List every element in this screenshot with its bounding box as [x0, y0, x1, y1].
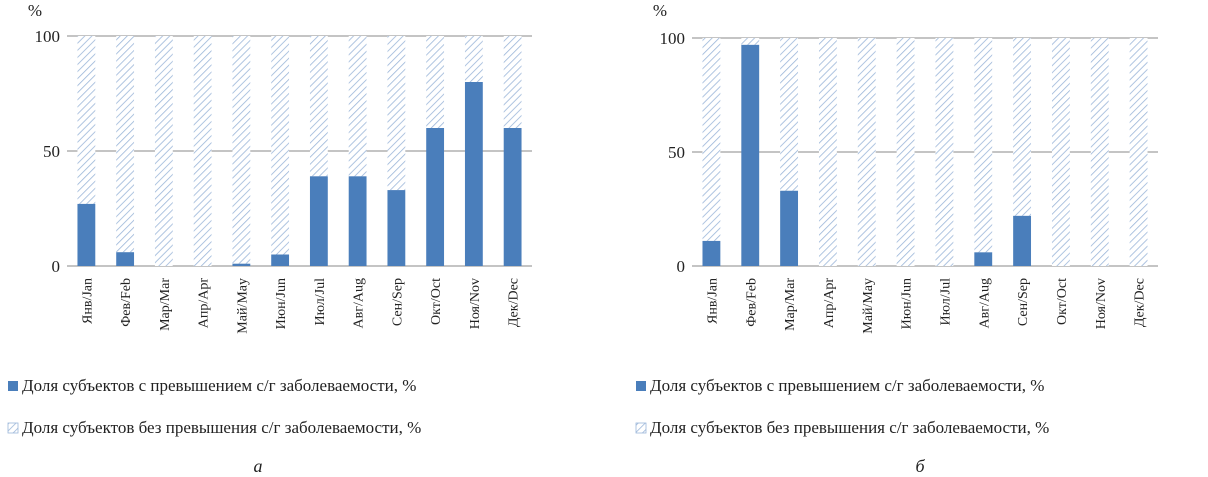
bar-no-exceed-b-10	[1051, 38, 1070, 266]
bar-no-exceed-b-12	[1129, 38, 1148, 266]
bar-exceed-a-12	[503, 128, 522, 266]
bar-no-exceed-b-6	[896, 38, 915, 266]
bar-no-exceed-a-1	[77, 36, 96, 204]
x-tick-label-b-7: Июл/Jul	[938, 278, 953, 326]
bar-no-exceed-a-7	[309, 36, 328, 177]
legend-swatch-no-exceed-b	[635, 422, 647, 434]
panel-label-a: а	[254, 456, 263, 476]
bar-no-exceed-a-3	[154, 36, 173, 266]
bar-exceed-a-8	[348, 176, 367, 266]
x-tick-label-a-2: Фев/Feb	[119, 278, 134, 327]
y-tick-label-a-100: 100	[35, 27, 61, 46]
x-tick-label-b-6: Июн/Jun	[900, 278, 915, 329]
x-tick-label-a-11: Ноя/Nov	[468, 278, 483, 329]
y-tick-label-a-0: 0	[52, 257, 61, 276]
bar-no-exceed-b-8	[974, 38, 993, 253]
y-tick-label-b-0: 0	[677, 257, 686, 276]
bar-no-exceed-a-12	[503, 36, 522, 128]
x-tick-label-b-9: Сен/Sep	[1016, 278, 1031, 326]
bar-exceed-b-9	[1013, 215, 1032, 266]
x-tick-label-b-4: Апр/Apr	[822, 278, 837, 329]
legend-label-no-exceed-a: Доля субъектов без превышения с/г заболе…	[22, 418, 421, 437]
bar-no-exceed-b-2	[741, 38, 760, 45]
x-tick-label-a-6: Июн/Jun	[274, 278, 289, 329]
x-tick-label-b-5: Май/May	[861, 278, 876, 334]
x-tick-label-b-2: Фев/Feb	[744, 278, 759, 327]
bar-no-exceed-a-11	[464, 36, 483, 82]
legend-label-exceed-b: Доля субъектов с превышением с/г заболев…	[650, 376, 1044, 395]
bar-exceed-a-1	[77, 203, 96, 266]
x-tick-label-b-8: Авг/Aug	[977, 278, 992, 328]
bar-no-exceed-a-10	[426, 36, 445, 128]
x-tick-label-a-4: Апр/Apr	[197, 278, 212, 329]
bar-exceed-a-10	[426, 128, 445, 266]
y-tick-label-b-50: 50	[668, 143, 685, 162]
y-tick-label-b-100: 100	[660, 29, 686, 48]
x-tick-label-a-3: Мар/Mar	[158, 278, 173, 331]
bar-no-exceed-b-7	[935, 38, 954, 266]
x-tick-label-a-8: Авг/Aug	[352, 278, 367, 328]
bar-exceed-b-8	[974, 252, 993, 266]
bar-no-exceed-a-2	[116, 36, 135, 253]
bar-no-exceed-b-11	[1090, 38, 1109, 266]
x-tick-label-a-10: Окт/Oct	[429, 278, 444, 325]
panel-label-b: б	[915, 456, 925, 476]
x-tick-label-b-3: Мар/Mar	[783, 278, 798, 331]
bar-no-exceed-a-9	[387, 36, 406, 191]
legend-swatch-exceed-a	[8, 381, 18, 391]
x-tick-label-a-5: Май/May	[235, 278, 250, 334]
x-tick-label-b-12: Дек/Dec	[1133, 278, 1148, 327]
y-unit-label-b: %	[653, 1, 667, 20]
y-tick-label-a-50: 50	[43, 142, 60, 161]
bar-exceed-a-9	[387, 190, 406, 266]
x-tick-label-a-9: Сен/Sep	[390, 278, 405, 326]
bar-exceed-a-11	[464, 82, 483, 266]
bar-no-exceed-b-1	[702, 38, 721, 241]
x-tick-label-a-7: Июл/Jul	[313, 278, 328, 326]
legend-swatch-exceed-b	[636, 381, 646, 391]
x-tick-label-b-1: Янв/Jan	[705, 278, 720, 324]
x-tick-label-b-11: Ноя/Nov	[1094, 278, 1109, 329]
bar-no-exceed-a-8	[348, 36, 367, 177]
legend-label-exceed-a: Доля субъектов с превышением с/г заболев…	[22, 376, 416, 395]
bar-no-exceed-b-4	[818, 38, 837, 266]
legend-label-no-exceed-b: Доля субъектов без превышения с/г заболе…	[650, 418, 1049, 437]
bar-no-exceed-b-3	[780, 38, 799, 191]
bar-exceed-a-7	[309, 176, 328, 266]
bar-no-exceed-a-4	[193, 36, 212, 266]
bar-exceed-a-6	[271, 254, 290, 266]
bar-no-exceed-b-5	[857, 38, 876, 266]
bar-exceed-a-5	[232, 263, 251, 266]
x-tick-label-b-10: Окт/Oct	[1055, 278, 1070, 325]
bar-no-exceed-b-9	[1013, 38, 1032, 216]
bar-no-exceed-a-5	[232, 36, 251, 264]
y-unit-label-a: %	[28, 1, 42, 20]
bar-exceed-a-2	[116, 252, 135, 266]
bar-exceed-b-2	[741, 44, 760, 267]
x-tick-label-a-1: Янв/Jan	[80, 278, 95, 324]
bar-exceed-b-1	[702, 240, 721, 266]
x-tick-label-a-12: Дек/Dec	[507, 278, 522, 327]
bar-no-exceed-a-6	[271, 36, 290, 255]
legend-swatch-no-exceed-a	[7, 422, 19, 434]
bar-exceed-b-3	[780, 190, 799, 266]
